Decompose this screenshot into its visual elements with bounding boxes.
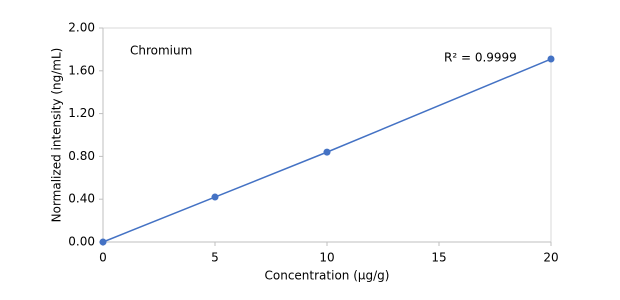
trend-line bbox=[102, 58, 552, 243]
annotation: Chromium bbox=[130, 44, 192, 58]
y-tick-label: 2.00 bbox=[68, 21, 95, 35]
y-tick-label: 0.00 bbox=[68, 235, 95, 249]
point bbox=[211, 193, 219, 201]
point bbox=[547, 55, 555, 63]
x-tick-label: 0 bbox=[99, 251, 107, 265]
point bbox=[323, 148, 331, 156]
y-tick-label: 0.40 bbox=[68, 192, 95, 206]
y-tick-label: 1.60 bbox=[68, 63, 95, 77]
x-tick-label: 20 bbox=[543, 251, 558, 265]
x-axis-label: Concentration (µg/g) bbox=[265, 269, 390, 283]
y-tick-label: 1.20 bbox=[68, 106, 95, 120]
point bbox=[99, 238, 107, 246]
x-tick-label: 5 bbox=[211, 251, 219, 265]
annotation: R² = 0.9999 bbox=[444, 51, 517, 65]
y-axis-label: Normalized intensity (ng/mL) bbox=[50, 48, 64, 223]
y-tick-label: 0.80 bbox=[68, 149, 95, 163]
x-tick-label: 10 bbox=[319, 251, 334, 265]
x-tick-label: 15 bbox=[431, 251, 446, 265]
